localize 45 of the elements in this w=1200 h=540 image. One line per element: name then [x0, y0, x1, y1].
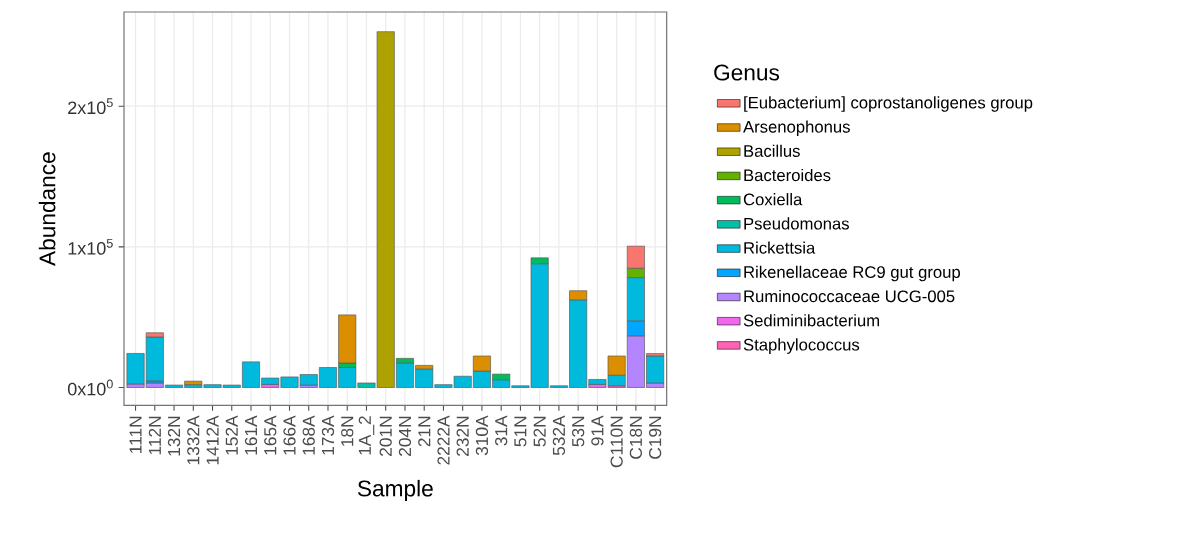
x-tick-label: 165A	[264, 415, 277, 455]
legend-label: Bacteroides	[744, 168, 831, 182]
x-tick-label: 166A	[283, 415, 296, 455]
x-tick-label: 310A	[475, 415, 489, 456]
x-tick-label: C19N	[648, 416, 662, 459]
legend-label: Bacillus	[744, 144, 800, 157]
x-tick-label: 201N	[379, 416, 392, 456]
x-tick-label: 91A	[591, 415, 604, 446]
x-tick-label: 52N	[533, 416, 546, 447]
y-axis-title: Abundance	[38, 152, 56, 266]
y-tick-label: 0x10$^{0}$	[67, 379, 113, 396]
x-tick-label: 21N	[418, 416, 431, 447]
x-tick-label: 204N	[398, 416, 412, 456]
x-axis-title: Sample	[357, 479, 433, 501]
y-tick-label: 1x10$^{5}$	[68, 238, 113, 255]
x-tick-label: 31A	[495, 415, 508, 446]
x-tick-label: 1332A	[187, 415, 200, 465]
legend-label: Ruminococcaceae UCG-005	[744, 289, 955, 303]
x-tick-label: 18N	[341, 416, 354, 446]
x-tick-label: 51N	[514, 416, 527, 447]
legend-label: Staphylococcus	[743, 338, 860, 354]
legend-label: [Eubacterium] coprostanoligenes group	[744, 96, 1033, 112]
legend-label: Arsenophonus	[743, 120, 850, 136]
x-tick-label: 111N	[129, 416, 142, 453]
x-tick-label: 1412A	[206, 415, 219, 465]
x-tick-label: 173A	[321, 415, 335, 455]
legend-title: Genus	[714, 64, 780, 81]
x-tick-label: 152A	[225, 415, 238, 455]
legend-label: Rikenellaceae RC9 gut group	[744, 265, 961, 282]
legend-label: Sediminibacterium	[743, 314, 879, 327]
legend-label: Coxiella	[743, 193, 803, 206]
x-tick-label: 2222A	[437, 415, 450, 465]
x-tick-label: 132N	[167, 416, 181, 456]
x-tick-label: 232N	[456, 416, 469, 456]
legend-label: Pseudomonas	[744, 217, 849, 230]
x-tick-label: 168A	[302, 415, 315, 455]
x-tick-label: C18N	[629, 416, 643, 459]
x-tick-label: 1A_2	[358, 416, 375, 455]
x-tick-label: C110N	[610, 416, 623, 468]
x-tick-label: 112N	[148, 416, 161, 455]
x-tick-label: 53N	[572, 416, 585, 447]
x-tick-label: 532A	[552, 415, 566, 456]
legend-label: Rickettsia	[744, 241, 816, 254]
x-tick-label: 161A	[244, 415, 258, 455]
y-tick-label: 2x10$^{5}$	[68, 98, 113, 115]
